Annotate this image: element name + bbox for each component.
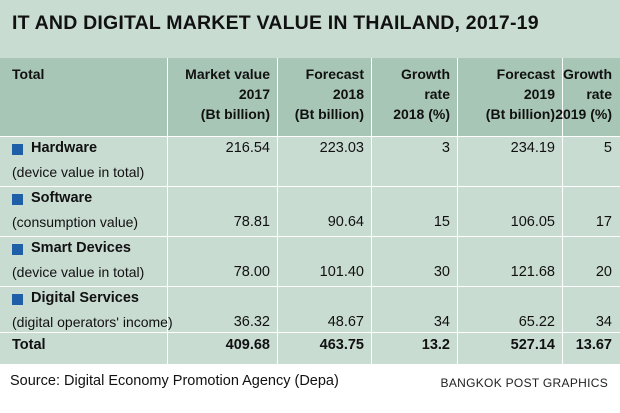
table-cell: 90.64 [327,214,364,230]
column-header: Forecast 2018 (Bt billion) [294,66,364,122]
table-cell: 17 [595,214,612,230]
table-cell: 3 [441,140,450,156]
table-cell: 65.22 [518,314,555,330]
table-cell: 48.67 [327,314,364,330]
column-header: Growth rate 2019 (%) [555,66,612,122]
header-total: Total [12,66,45,82]
category-note: (consumption value) [12,214,139,230]
column-header: Market value 2017 (Bt billion) [185,66,270,122]
row-divider [0,332,620,333]
table-cell: 121.68 [510,264,555,280]
column-header: Growth rate 2018 (%) [393,66,450,122]
column-divider [277,58,278,364]
column-divider [562,58,563,364]
total-cell: 463.75 [319,337,364,353]
row-divider [0,186,620,187]
table-cell: 34 [595,314,612,330]
category-note: (device value in total) [12,264,145,280]
total-cell: 527.14 [510,337,555,353]
total-cell: 13.2 [421,337,450,353]
row-divider [0,136,620,137]
category-note: (digital operators' income) [12,314,173,330]
category-label: Smart Devices [31,240,131,256]
category-bullet-icon [12,144,23,155]
column-divider [371,58,372,364]
column-divider [457,58,458,364]
graphics-credit: BANGKOK POST GRAPHICS [440,376,608,390]
table-cell: 34 [433,314,450,330]
total-label: Total [12,337,46,353]
category-label: Digital Services [31,290,139,306]
table-cell: 36.32 [233,314,270,330]
category-bullet-icon [12,244,23,255]
table-cell: 223.03 [319,140,364,156]
table-cell: 106.05 [510,214,555,230]
source-note: Source: Digital Economy Promotion Agency… [10,373,339,389]
row-divider [0,236,620,237]
total-cell: 13.67 [575,337,612,353]
table-cell: 216.54 [225,140,270,156]
table-cell: 30 [433,264,450,280]
total-cell: 409.68 [225,337,270,353]
table-cell: 78.81 [233,214,270,230]
column-divider [167,58,168,364]
table-cell: 101.40 [319,264,364,280]
category-note: (device value in total) [12,164,145,180]
table-cell: 234.19 [510,140,555,156]
category-label: Hardware [31,140,98,156]
row-divider [0,286,620,287]
column-header: Forecast 2019 (Bt billion) [485,66,555,122]
category-bullet-icon [12,294,23,305]
category-label: Software [31,190,93,206]
chart-title: IT AND DIGITAL MARKET VALUE IN THAILAND,… [12,12,539,34]
table-cell: 15 [433,214,450,230]
table-cell: 78.00 [233,264,270,280]
category-bullet-icon [12,194,23,205]
table-cell: 20 [595,264,612,280]
table-cell: 5 [603,140,612,156]
header-band [0,58,620,136]
